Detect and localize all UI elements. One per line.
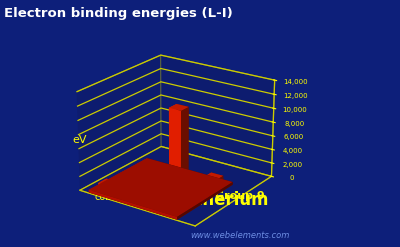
Text: www.webelements.com: www.webelements.com bbox=[190, 231, 290, 240]
Text: Electron binding energies (L-I): Electron binding energies (L-I) bbox=[4, 7, 233, 21]
